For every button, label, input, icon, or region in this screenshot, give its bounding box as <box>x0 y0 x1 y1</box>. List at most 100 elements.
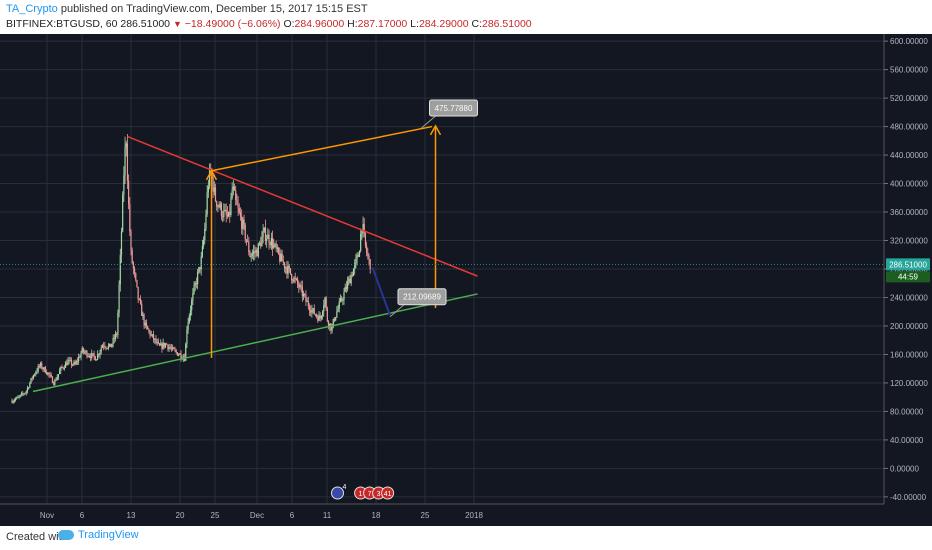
candle-up <box>224 209 226 211</box>
price-tick-label: 240.00000 <box>890 293 928 302</box>
time-tick-label: 2018 <box>465 511 483 520</box>
candle-up <box>280 253 282 262</box>
time-axis[interactable]: Nov 6 13 20 25 Dec 6 11 18 25 2018 <box>0 503 884 520</box>
candle-down <box>218 205 220 208</box>
candle-down <box>288 265 290 269</box>
candle-up <box>172 347 174 349</box>
candle-down <box>129 204 131 232</box>
candle-up <box>178 354 180 356</box>
candle-down <box>286 267 288 274</box>
chart-area[interactable]: 600.00000 560.00000 520.00000 480.00000 440.… <box>0 34 932 526</box>
candle-up <box>13 400 15 402</box>
candle-down <box>143 314 145 326</box>
candle-up <box>151 334 154 336</box>
candle-down <box>327 321 330 327</box>
event-badge-count: 7 <box>368 491 372 498</box>
candle-up <box>188 315 190 323</box>
candle-up <box>179 353 181 355</box>
arrow-head <box>429 124 442 136</box>
candle-up <box>285 267 287 269</box>
candle-up <box>123 175 125 195</box>
candle-up <box>257 243 259 257</box>
candle-up <box>352 268 355 276</box>
candle-down <box>157 342 159 344</box>
candle-up <box>227 211 230 217</box>
candle-down <box>105 347 107 349</box>
candle-down <box>319 315 321 319</box>
candle-down <box>341 298 343 301</box>
candle-down <box>92 353 94 355</box>
time-tick-label: 18 <box>372 511 381 520</box>
price-tick-label: 120.00000 <box>890 379 928 388</box>
candle-up <box>14 398 17 401</box>
event-badge-icon <box>381 486 395 500</box>
price-chart[interactable]: 600.00000560.00000520.00000480.00000440.… <box>0 34 932 526</box>
time-tick-label: 25 <box>421 511 430 520</box>
candle-down <box>139 299 142 304</box>
candle-down <box>330 323 332 331</box>
trendline-projection-top[interactable] <box>211 125 433 172</box>
candle-up <box>122 194 124 232</box>
price-axis[interactable]: 600.00000 560.00000 520.00000 480.00000 440.… <box>883 34 932 526</box>
candle-up <box>311 309 313 313</box>
trendline-resistance[interactable] <box>127 135 478 277</box>
candle-down <box>237 204 239 209</box>
candle-down <box>169 347 171 349</box>
candle-down <box>113 337 115 339</box>
candle-down <box>291 274 293 281</box>
candle-up <box>101 345 104 348</box>
candle-down <box>282 261 284 263</box>
candle-down <box>69 359 71 361</box>
candle-up <box>20 393 23 395</box>
candle-down <box>212 176 214 192</box>
candle-up <box>64 362 67 368</box>
candle-down <box>297 279 299 285</box>
candle-down <box>149 330 151 336</box>
candle-down <box>216 201 218 207</box>
candle-down <box>245 239 248 242</box>
candle-up <box>198 267 200 273</box>
candle-up <box>206 192 208 215</box>
low-label: L: <box>410 18 419 30</box>
candle-up <box>276 247 278 249</box>
trendline-retrace[interactable] <box>371 267 391 316</box>
price-tick-label: 520.00000 <box>890 94 928 103</box>
candle-down <box>66 362 68 366</box>
brand-link[interactable]: TradingView <box>58 529 139 541</box>
candle-down <box>93 353 95 357</box>
candle-up <box>26 387 29 392</box>
candle-up <box>81 348 83 353</box>
candle-up <box>362 223 364 231</box>
candle-up <box>37 365 39 372</box>
author-link[interactable]: TA_Crypto <box>6 3 58 15</box>
candle-down <box>279 253 281 262</box>
ohlc-line: BITFINEX:BTGUSD, 60 286.51000 ▼ −18.4900… <box>6 18 532 30</box>
candle-down <box>254 251 256 253</box>
candle-up <box>191 300 193 311</box>
candle-up <box>200 256 202 270</box>
candle-up <box>332 318 334 328</box>
candle-up <box>100 347 102 352</box>
candle-down <box>82 348 84 352</box>
candle-down <box>49 374 51 376</box>
trendlines[interactable] <box>32 124 478 393</box>
brand-label: TradingView <box>78 529 139 541</box>
candle-up <box>34 374 36 376</box>
candle-down <box>308 306 311 311</box>
candle-down <box>153 334 155 340</box>
price-tick-label: -40.00000 <box>890 493 927 502</box>
candle-down <box>195 283 198 285</box>
candle-down <box>55 380 57 382</box>
candle-up <box>189 310 192 316</box>
candle-up <box>270 237 273 246</box>
candle-up <box>194 283 196 286</box>
candle-up <box>261 237 263 247</box>
candle-up <box>111 343 113 348</box>
change-down-icon: ▼ <box>172 19 182 29</box>
trendline-support[interactable] <box>32 293 478 393</box>
candle-up <box>107 345 109 349</box>
candle-down <box>226 214 228 217</box>
candle-down <box>264 227 267 241</box>
candle-up <box>232 186 234 190</box>
event-badge-count: 41 <box>384 491 392 498</box>
